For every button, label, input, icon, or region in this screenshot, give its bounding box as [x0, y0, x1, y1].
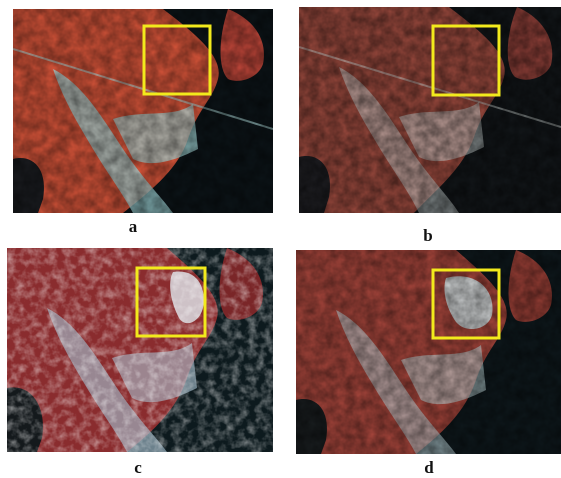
panel-label-c: c — [134, 458, 142, 477]
panel-label-a: a — [128, 217, 138, 236]
panel-label-d: d — [424, 458, 434, 477]
highlight-box — [431, 268, 501, 340]
false-color-image-d — [296, 250, 561, 454]
satellite-image-b — [299, 7, 561, 213]
highlight-box — [142, 24, 212, 96]
satellite-image-a — [13, 9, 273, 213]
panel-label-b: b — [423, 226, 433, 245]
false-color-image-a — [13, 9, 273, 213]
texture — [299, 7, 561, 213]
highlight-box — [135, 266, 207, 338]
false-color-image-c — [7, 248, 273, 452]
texture — [7, 248, 273, 452]
satellite-image-c — [7, 248, 273, 452]
highlight-box — [431, 24, 501, 97]
texture — [296, 250, 561, 454]
false-color-image-b — [299, 7, 561, 213]
satellite-image-d — [296, 250, 561, 454]
